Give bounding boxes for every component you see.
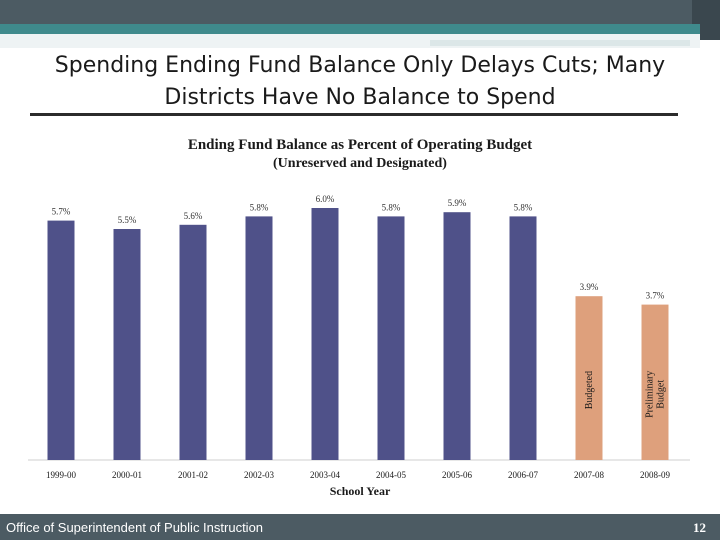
bar-annotations-group: Budgeted Preliminary Budget [584, 371, 667, 418]
value-label-2006-07: 5.8% [514, 202, 533, 212]
value-labels-group: 5.7% 5.5% 5.6% 5.8% 6.0% 5.8% 5.9% 5.8% 3.9% 3.7% [52, 194, 665, 301]
value-label-2001-02: 5.6% [184, 211, 203, 221]
tick-label-2000-01: 2000-01 [112, 470, 142, 480]
bar-2005-06 [443, 212, 471, 460]
tick-label-1999-00: 1999-00 [46, 470, 76, 480]
chart-title: Ending Fund Balance as Percent of Operat… [188, 137, 532, 153]
chart-subtitle: (Unreserved and Designated) [273, 156, 447, 171]
tick-label-2006-07: 2006-07 [508, 470, 538, 480]
bar-1999-00 [47, 220, 75, 460]
bar-2004-05 [377, 216, 405, 460]
x-axis-label: School Year [330, 484, 391, 498]
header-bar [0, 0, 720, 24]
slide-title-line-2: Districts Have No Balance to Spend [164, 85, 556, 110]
value-label-2003-04: 6.0% [316, 194, 335, 204]
bar-2001-02 [179, 224, 207, 460]
value-label-2005-06: 5.9% [448, 198, 467, 208]
value-label-2000-01: 5.5% [118, 215, 137, 225]
bar-annotation-2007-08: Budgeted [584, 371, 595, 409]
page-number: 12 [693, 520, 706, 535]
bar-2006-07 [509, 216, 537, 460]
bar-annotation-2008-09: Preliminary Budget [645, 371, 667, 418]
accent-bar [0, 24, 700, 34]
bar-2003-04 [311, 208, 339, 460]
tick-label-2001-02: 2001-02 [178, 470, 208, 480]
value-label-2002-03: 5.8% [250, 202, 269, 212]
bar-chart: Ending Fund Balance as Percent of Operat… [28, 137, 690, 498]
tick-label-2005-06: 2005-06 [442, 470, 472, 480]
slide-title-line-1: Spending Ending Fund Balance Only Delays… [54, 53, 666, 78]
title-underline [30, 113, 678, 116]
tick-label-2002-03: 2002-03 [244, 470, 274, 480]
value-label-2004-05: 5.8% [382, 202, 401, 212]
x-tick-labels-group: 1999-00 2000-01 2001-02 2002-03 2003-04 2004-… [46, 470, 670, 480]
bar-2008-09 [641, 304, 669, 460]
bar-annotation-text: Budgeted [584, 371, 595, 409]
footer-bar: Office of Superintendent of Public Instr… [0, 514, 720, 540]
bar-annotation-text: Preliminary [645, 371, 656, 418]
tick-label-2008-09: 2008-09 [640, 470, 670, 480]
accent-shadow-strip [430, 40, 690, 46]
bar-annotation-text: Budget [656, 380, 667, 409]
slide-title: Spending Ending Fund Balance Only Delays… [20, 50, 700, 114]
bar-2000-01 [113, 229, 141, 460]
footer-text: Office of Superintendent of Public Instr… [6, 520, 264, 535]
value-label-2008-09: 3.7% [646, 291, 665, 301]
value-label-1999-00: 5.7% [52, 207, 71, 217]
bar-2007-08 [575, 296, 603, 460]
tick-label-2007-08: 2007-08 [574, 470, 604, 480]
tick-label-2003-04: 2003-04 [310, 470, 340, 480]
bars-group [47, 208, 669, 460]
tick-label-2004-05: 2004-05 [376, 470, 406, 480]
bar-2002-03 [245, 216, 273, 460]
value-label-2007-08: 3.9% [580, 282, 599, 292]
